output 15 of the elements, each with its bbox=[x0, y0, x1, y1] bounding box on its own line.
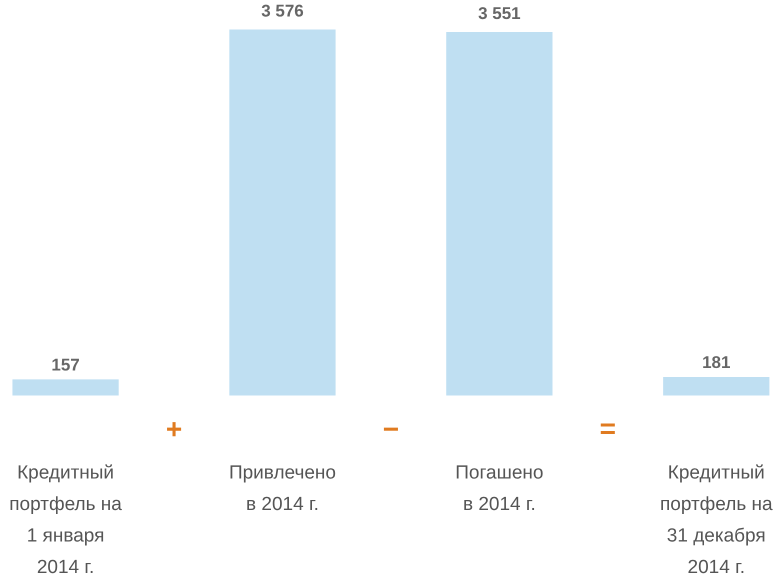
data-label: 157 bbox=[51, 355, 80, 374]
text: − bbox=[382, 414, 400, 444]
text: + bbox=[166, 414, 182, 444]
bar bbox=[12, 379, 119, 396]
data-label: 3 576 bbox=[261, 2, 304, 20]
text: = bbox=[600, 413, 616, 444]
x-tick-label: Кредитный портфель на 1 января 2014 г. bbox=[9, 462, 122, 578]
bar bbox=[229, 30, 336, 396]
data-label: 181 bbox=[702, 352, 730, 372]
x-tick-label: Привлечено в 2014 г. bbox=[228, 462, 336, 515]
bar bbox=[446, 32, 553, 396]
bar bbox=[663, 376, 770, 396]
x-tick-label: Погашено в 2014 г. bbox=[455, 462, 544, 515]
data-label: 3 551 bbox=[478, 4, 521, 24]
x-tick-label: Кредитный портфель на 31 декабря 2014 г. bbox=[660, 462, 773, 578]
